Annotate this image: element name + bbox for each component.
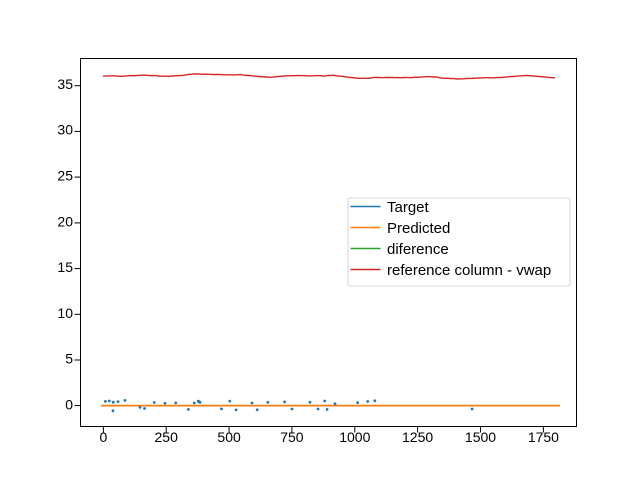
svg-text:15: 15 bbox=[57, 259, 73, 275]
svg-text:5: 5 bbox=[65, 351, 73, 367]
svg-text:20: 20 bbox=[57, 213, 73, 229]
svg-text:30: 30 bbox=[57, 122, 73, 138]
svg-text:0: 0 bbox=[65, 397, 73, 413]
svg-text:35: 35 bbox=[57, 76, 73, 92]
svg-text:10: 10 bbox=[57, 305, 73, 321]
svg-text:Target: Target bbox=[387, 199, 430, 216]
svg-text:25: 25 bbox=[57, 168, 73, 184]
svg-text:diference: diference bbox=[387, 241, 449, 258]
svg-text:Predicted: Predicted bbox=[387, 220, 450, 237]
svg-text:reference column - vwap: reference column - vwap bbox=[387, 262, 551, 279]
